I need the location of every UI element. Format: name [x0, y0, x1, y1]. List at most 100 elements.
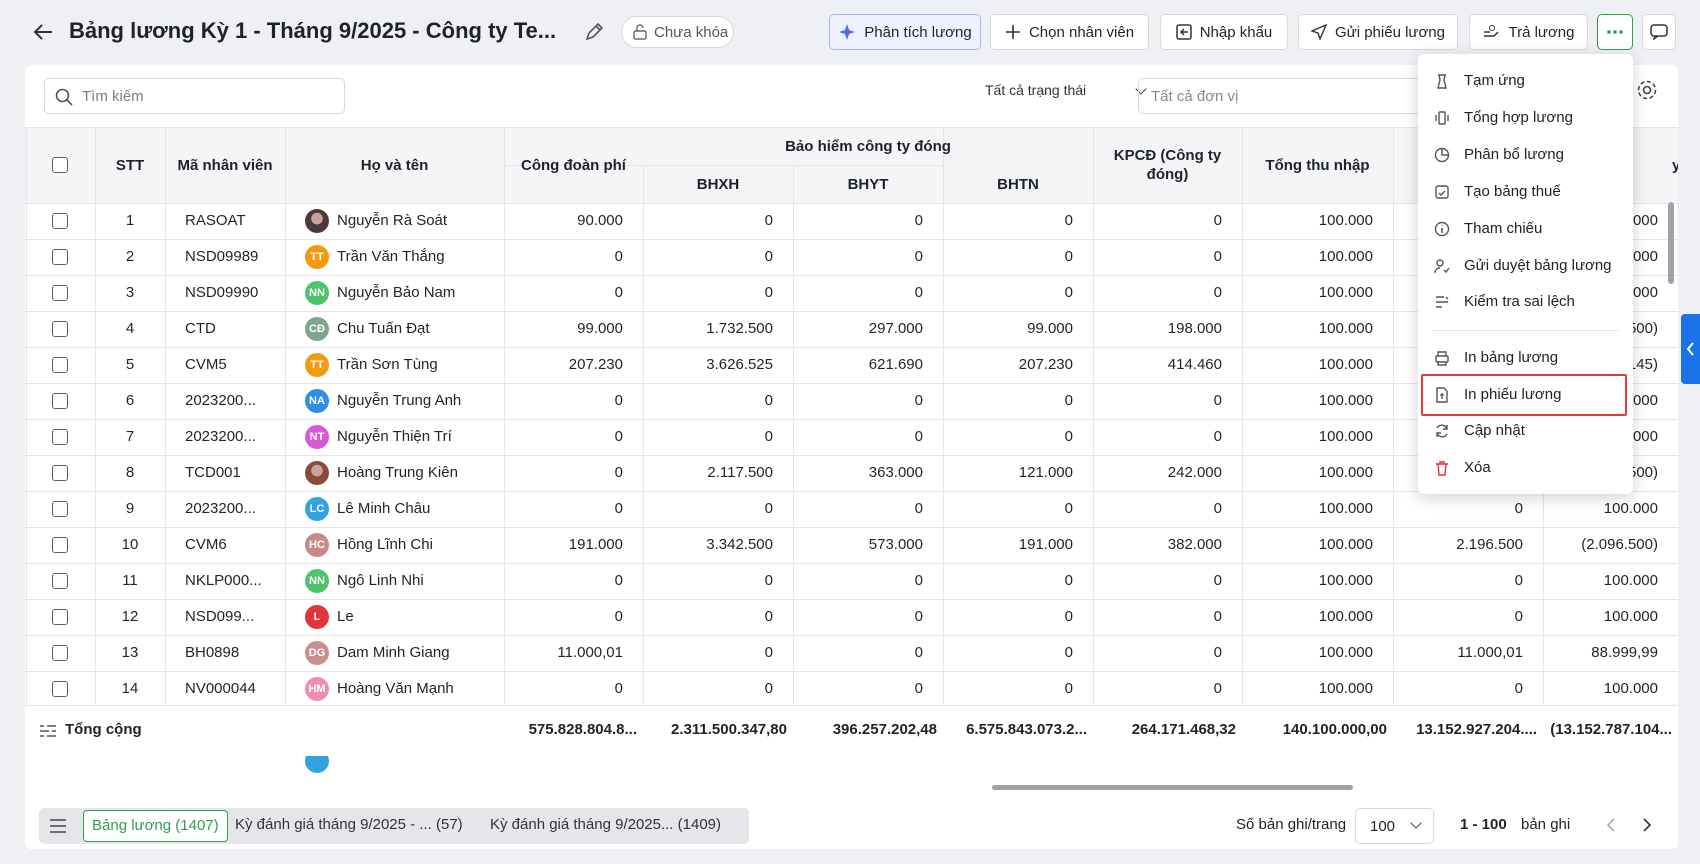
- row-checkbox[interactable]: [52, 645, 68, 661]
- row-divider: [25, 239, 1678, 240]
- menu-item[interactable]: Tạo bảng thuế: [1418, 174, 1633, 210]
- row-index: 4: [125, 320, 135, 337]
- row-checkbox[interactable]: [52, 321, 68, 337]
- menu-item[interactable]: Tham chiếu: [1418, 211, 1633, 247]
- edit-title-button[interactable]: [584, 22, 604, 42]
- row-divider: [25, 347, 1678, 348]
- column-divider: [95, 127, 96, 705]
- menu-item[interactable]: In phiếu lương: [1418, 377, 1633, 413]
- row-checkbox[interactable]: [52, 429, 68, 445]
- back-button[interactable]: [32, 22, 54, 42]
- menu-item[interactable]: Xóa: [1418, 450, 1633, 486]
- row-checkbox[interactable]: [52, 465, 68, 481]
- employee-code: NSD09989: [185, 248, 259, 265]
- amount-cell: 191.000: [568, 536, 623, 553]
- column-divider: [285, 127, 286, 705]
- amount-cell: 0: [1064, 644, 1073, 661]
- menu-item[interactable]: Tạm ứng: [1418, 63, 1633, 99]
- import-button[interactable]: Nhập khẩu: [1160, 14, 1288, 50]
- lock-icon: [633, 24, 647, 40]
- next-page-button[interactable]: [1642, 818, 1652, 837]
- amount-cell: 0: [764, 572, 773, 589]
- menu-item-label: In bảng lương: [1464, 349, 1559, 366]
- amount-cell: 0: [1064, 500, 1073, 517]
- more-button[interactable]: [1597, 14, 1633, 50]
- row-checkbox[interactable]: [52, 573, 68, 589]
- row-checkbox[interactable]: [52, 285, 68, 301]
- amount-cell: 0: [914, 608, 923, 625]
- page-size-chevron: [1410, 817, 1422, 829]
- employee-name: Hồng Lĩnh Chi: [337, 536, 433, 553]
- sheet-tab[interactable]: Kỳ đánh giá tháng 9/2025 - ... (57): [235, 816, 463, 833]
- row-index: 2: [125, 248, 135, 265]
- column-divider: [943, 127, 944, 705]
- row-checkbox[interactable]: [52, 357, 68, 373]
- send-payslip-button[interactable]: Gửi phiếu lương: [1298, 14, 1458, 50]
- row-index: 13: [121, 644, 139, 661]
- column-divider: [793, 165, 794, 705]
- row-checkbox[interactable]: [52, 501, 68, 517]
- column-header: Họ và tên: [360, 156, 429, 174]
- menu-icon: [1435, 111, 1449, 125]
- menu-item[interactable]: In bảng lương: [1418, 340, 1633, 376]
- menu-item[interactable]: Tổng hợp lương: [1418, 100, 1633, 136]
- row-divider: [25, 491, 1678, 492]
- more-actions-menu: Tạm ứng Tổng hợp lương Phân bổ lương Tạo bả…: [1418, 54, 1633, 494]
- amount-cell: 0: [1213, 680, 1222, 697]
- total-cell: 2.311.500.347,80: [671, 721, 787, 738]
- pay-button[interactable]: Trả lương: [1469, 14, 1588, 50]
- record-range: 1 - 100: [1460, 816, 1507, 833]
- column-header: BHYT: [847, 175, 889, 193]
- analyze-button[interactable]: Phân tích lương: [829, 14, 981, 50]
- avatar: [305, 209, 329, 233]
- chat-button[interactable]: [1642, 14, 1676, 50]
- select-employee-button[interactable]: Chọn nhân viên: [990, 14, 1149, 50]
- record-range-suffix: bản ghi: [1521, 816, 1571, 833]
- settings-button[interactable]: [1635, 78, 1659, 107]
- menu-item[interactable]: Cập nhật: [1418, 413, 1633, 449]
- row-checkbox[interactable]: [52, 249, 68, 265]
- total-cell: 13.152.927.204....: [1416, 721, 1537, 738]
- menu-icon: [1436, 296, 1449, 308]
- row-checkbox[interactable]: [52, 681, 68, 697]
- employee-code: CVM6: [185, 536, 227, 553]
- menu-item[interactable]: Kiểm tra sai lệch: [1418, 284, 1633, 320]
- page-size-label: Số bản ghi/trang: [1236, 816, 1347, 833]
- amount-cell: 0: [1064, 428, 1073, 445]
- menu-item[interactable]: Gửi duyệt bảng lương: [1418, 248, 1633, 284]
- lock-status[interactable]: Chưa khóa: [621, 16, 734, 48]
- menu-divider: [1432, 330, 1619, 331]
- row-checkbox[interactable]: [52, 609, 68, 625]
- amount-cell: 100.000: [1318, 320, 1373, 337]
- amount-cell: 0: [914, 248, 923, 265]
- status-filter[interactable]: Tất cả trạng thái: [985, 82, 1087, 98]
- amount-cell: 100.000: [1318, 284, 1373, 301]
- sheet-tab[interactable]: Bảng lương (1407): [83, 810, 228, 842]
- amount-cell: 0: [914, 284, 923, 301]
- row-checkbox[interactable]: [52, 393, 68, 409]
- menu-item-label: Cập nhật: [1464, 422, 1525, 439]
- search-box[interactable]: Tìm kiếm: [44, 78, 345, 114]
- tab-list-button: [49, 818, 67, 839]
- table-border-header: [25, 203, 1678, 204]
- amount-cell: 0: [614, 392, 623, 409]
- chevron-icon: [1686, 342, 1694, 356]
- page-size-select[interactable]: 100: [1355, 808, 1434, 844]
- amount-cell: 0: [914, 500, 923, 517]
- amount-cell: 100.000: [1318, 356, 1373, 373]
- unit-filter-placeholder: Tất cả đơn vị: [1151, 88, 1239, 105]
- button-label: Nhập khẩu: [1199, 23, 1273, 41]
- prev-page-button[interactable]: [1606, 818, 1616, 837]
- sheet-tab[interactable]: Kỳ đánh giá tháng 9/2025... (1409): [490, 816, 722, 833]
- employee-code: TCD001: [185, 464, 241, 481]
- side-panel-toggle[interactable]: [1681, 314, 1700, 384]
- column-divider: [643, 165, 644, 705]
- unit-filter[interactable]: Tất cả đơn vị: [1138, 78, 1438, 114]
- amount-cell: 0: [764, 392, 773, 409]
- amount-cell: 621.690: [868, 356, 923, 373]
- employee-name: Lê Minh Châu: [337, 500, 431, 517]
- amount-cell: 100.000: [1318, 536, 1373, 553]
- row-checkbox[interactable]: [52, 537, 68, 553]
- menu-item[interactable]: Phân bổ lương: [1418, 137, 1633, 173]
- row-checkbox[interactable]: [52, 213, 68, 229]
